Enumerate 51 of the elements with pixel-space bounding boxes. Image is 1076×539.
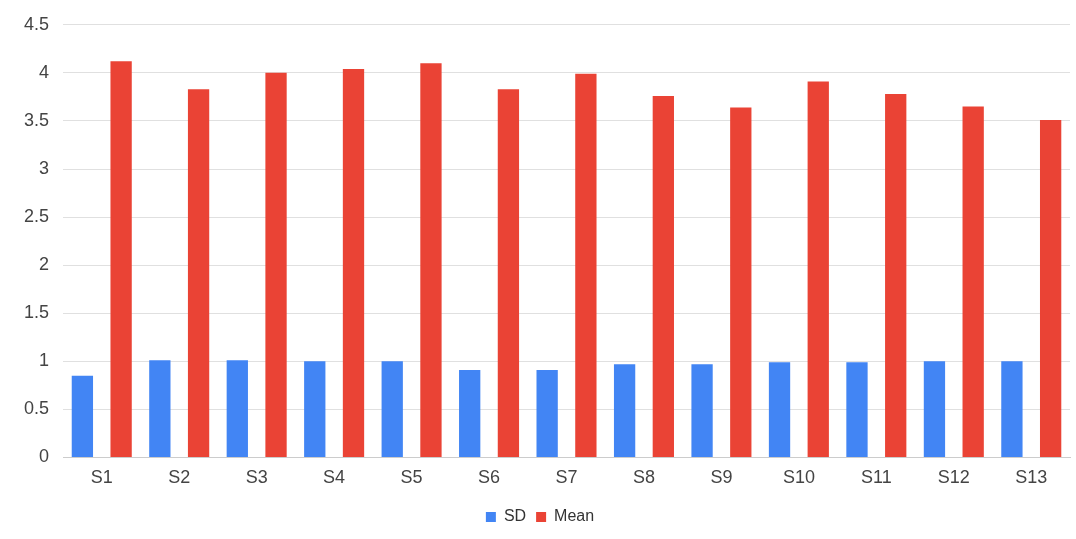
y-tick-label: 4.5 <box>23 13 50 34</box>
bar <box>613 364 636 457</box>
y-tick-label: 4 <box>39 61 50 82</box>
bar <box>265 72 287 457</box>
bar <box>149 360 171 457</box>
bar <box>71 375 94 457</box>
legend-label: SD <box>503 507 527 525</box>
x-tick-label: S11 <box>861 467 892 488</box>
x-tick-label: S5 <box>400 467 423 488</box>
x-tick-label: S13 <box>1015 467 1048 488</box>
y-tick-label: 2.5 <box>23 206 50 227</box>
bar <box>497 89 520 457</box>
bar <box>420 63 442 457</box>
bar <box>536 369 558 457</box>
bar <box>768 362 791 457</box>
x-tick-label: S2 <box>168 467 191 488</box>
y-tick-label: 1 <box>39 350 50 371</box>
y-tick-label: 1.5 <box>23 302 50 323</box>
bar <box>381 361 403 457</box>
bar <box>652 95 674 457</box>
bar <box>459 369 481 457</box>
x-tick-label: S4 <box>323 467 346 488</box>
bar <box>846 362 868 457</box>
x-tick-label: S3 <box>245 467 268 488</box>
bar <box>807 81 829 457</box>
bar <box>342 69 365 457</box>
bar <box>923 361 946 457</box>
x-tick-label: S10 <box>782 467 815 488</box>
x-tick-label: S8 <box>632 467 655 488</box>
x-tick-label: S1 <box>90 467 113 488</box>
x-tick-label: S12 <box>937 467 970 488</box>
y-tick-label: 0.5 <box>23 398 50 419</box>
bar <box>226 360 248 457</box>
bar <box>1039 119 1062 457</box>
bar <box>187 89 210 457</box>
y-tick-label: 3.5 <box>23 109 50 130</box>
bar <box>691 364 713 457</box>
bar <box>304 361 326 457</box>
bar <box>1001 361 1023 457</box>
x-tick-label: S7 <box>555 467 578 488</box>
x-tick-label: S9 <box>710 467 733 488</box>
bar <box>962 106 984 457</box>
bar <box>885 94 907 457</box>
legend-label: Mean <box>554 507 595 525</box>
bar <box>730 107 752 457</box>
bar <box>110 61 132 457</box>
bar <box>575 73 597 457</box>
y-tick-label: 3 <box>39 157 50 178</box>
y-tick-label: 0 <box>39 446 50 467</box>
y-tick-label: 2 <box>39 254 50 275</box>
x-tick-label: S6 <box>478 467 501 488</box>
